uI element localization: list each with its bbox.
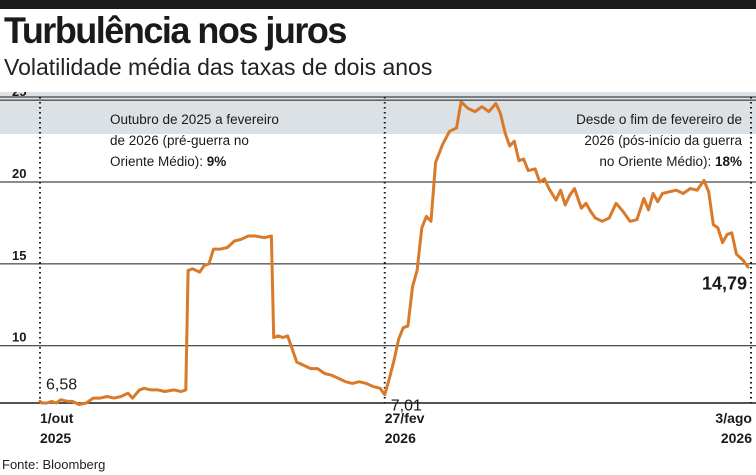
chart-subtitle: Volatilidade média das taxas de dois ano…: [4, 54, 433, 80]
x-tick-year-3: 2026: [721, 430, 752, 446]
data-label-2: 7,01: [391, 398, 422, 415]
x-tick-label-1: 1/out: [40, 410, 74, 426]
x-tick-year-1: 2025: [40, 430, 71, 446]
x-tick-label-2: 27/fev: [385, 410, 425, 426]
annotation-right-prefix: no Oriente Médio):: [599, 154, 715, 169]
annotation-left-prefix: Oriente Médio):: [110, 154, 207, 169]
annotation-right-line-2: 2026 (pós-início da guerra: [584, 133, 742, 148]
annotation-right-line-3: no Oriente Médio): 18%: [599, 154, 742, 169]
annotation-left-value: 9%: [207, 154, 227, 169]
period-annotations: Outubro de 2025 a fevereiro de 2026 (pré-…: [110, 112, 742, 169]
y-axis-ticks: 10 15 20 25: [12, 92, 26, 345]
series-line-1: [38, 100, 750, 407]
period-dividers: [39, 97, 752, 403]
source-note: Fonte: Bloomberg: [2, 457, 106, 472]
annotation-left-line-1: Outubro de 2025 a fevereiro: [110, 112, 279, 127]
x-axis-ticks: 1/out 2025 27/fev 2026 3/ago 2026: [40, 410, 752, 446]
annotation-left-line-2: de 2026 (pré-guerra no: [110, 133, 249, 148]
annotation-left-line-3: Oriente Médio): 9%: [110, 154, 226, 169]
gridlines: [0, 96, 756, 404]
annotation-right-line-1: Desde o fim de fevereiro de: [576, 112, 742, 127]
x-tick-year-2: 2026: [385, 430, 416, 446]
series-group: [38, 100, 750, 407]
y-tick-label-25: 25: [12, 92, 26, 99]
data-labels: 6,58 7,01 14,79: [46, 273, 747, 414]
y-tick-label-10: 10: [12, 330, 26, 345]
y-tick-label-15: 15: [12, 248, 26, 263]
annotation-right-value: 18%: [715, 154, 742, 169]
data-label-3: 14,79: [702, 273, 747, 293]
data-label-1: 6,58: [46, 377, 77, 394]
shade-band: [0, 92, 756, 134]
chart-title: Turbulência nos juros: [4, 9, 347, 52]
y-tick-label-20: 20: [12, 166, 26, 181]
x-tick-label-3: 3/ago: [715, 410, 752, 426]
annotation-shade: [0, 92, 756, 134]
top-rule: [0, 0, 756, 9]
